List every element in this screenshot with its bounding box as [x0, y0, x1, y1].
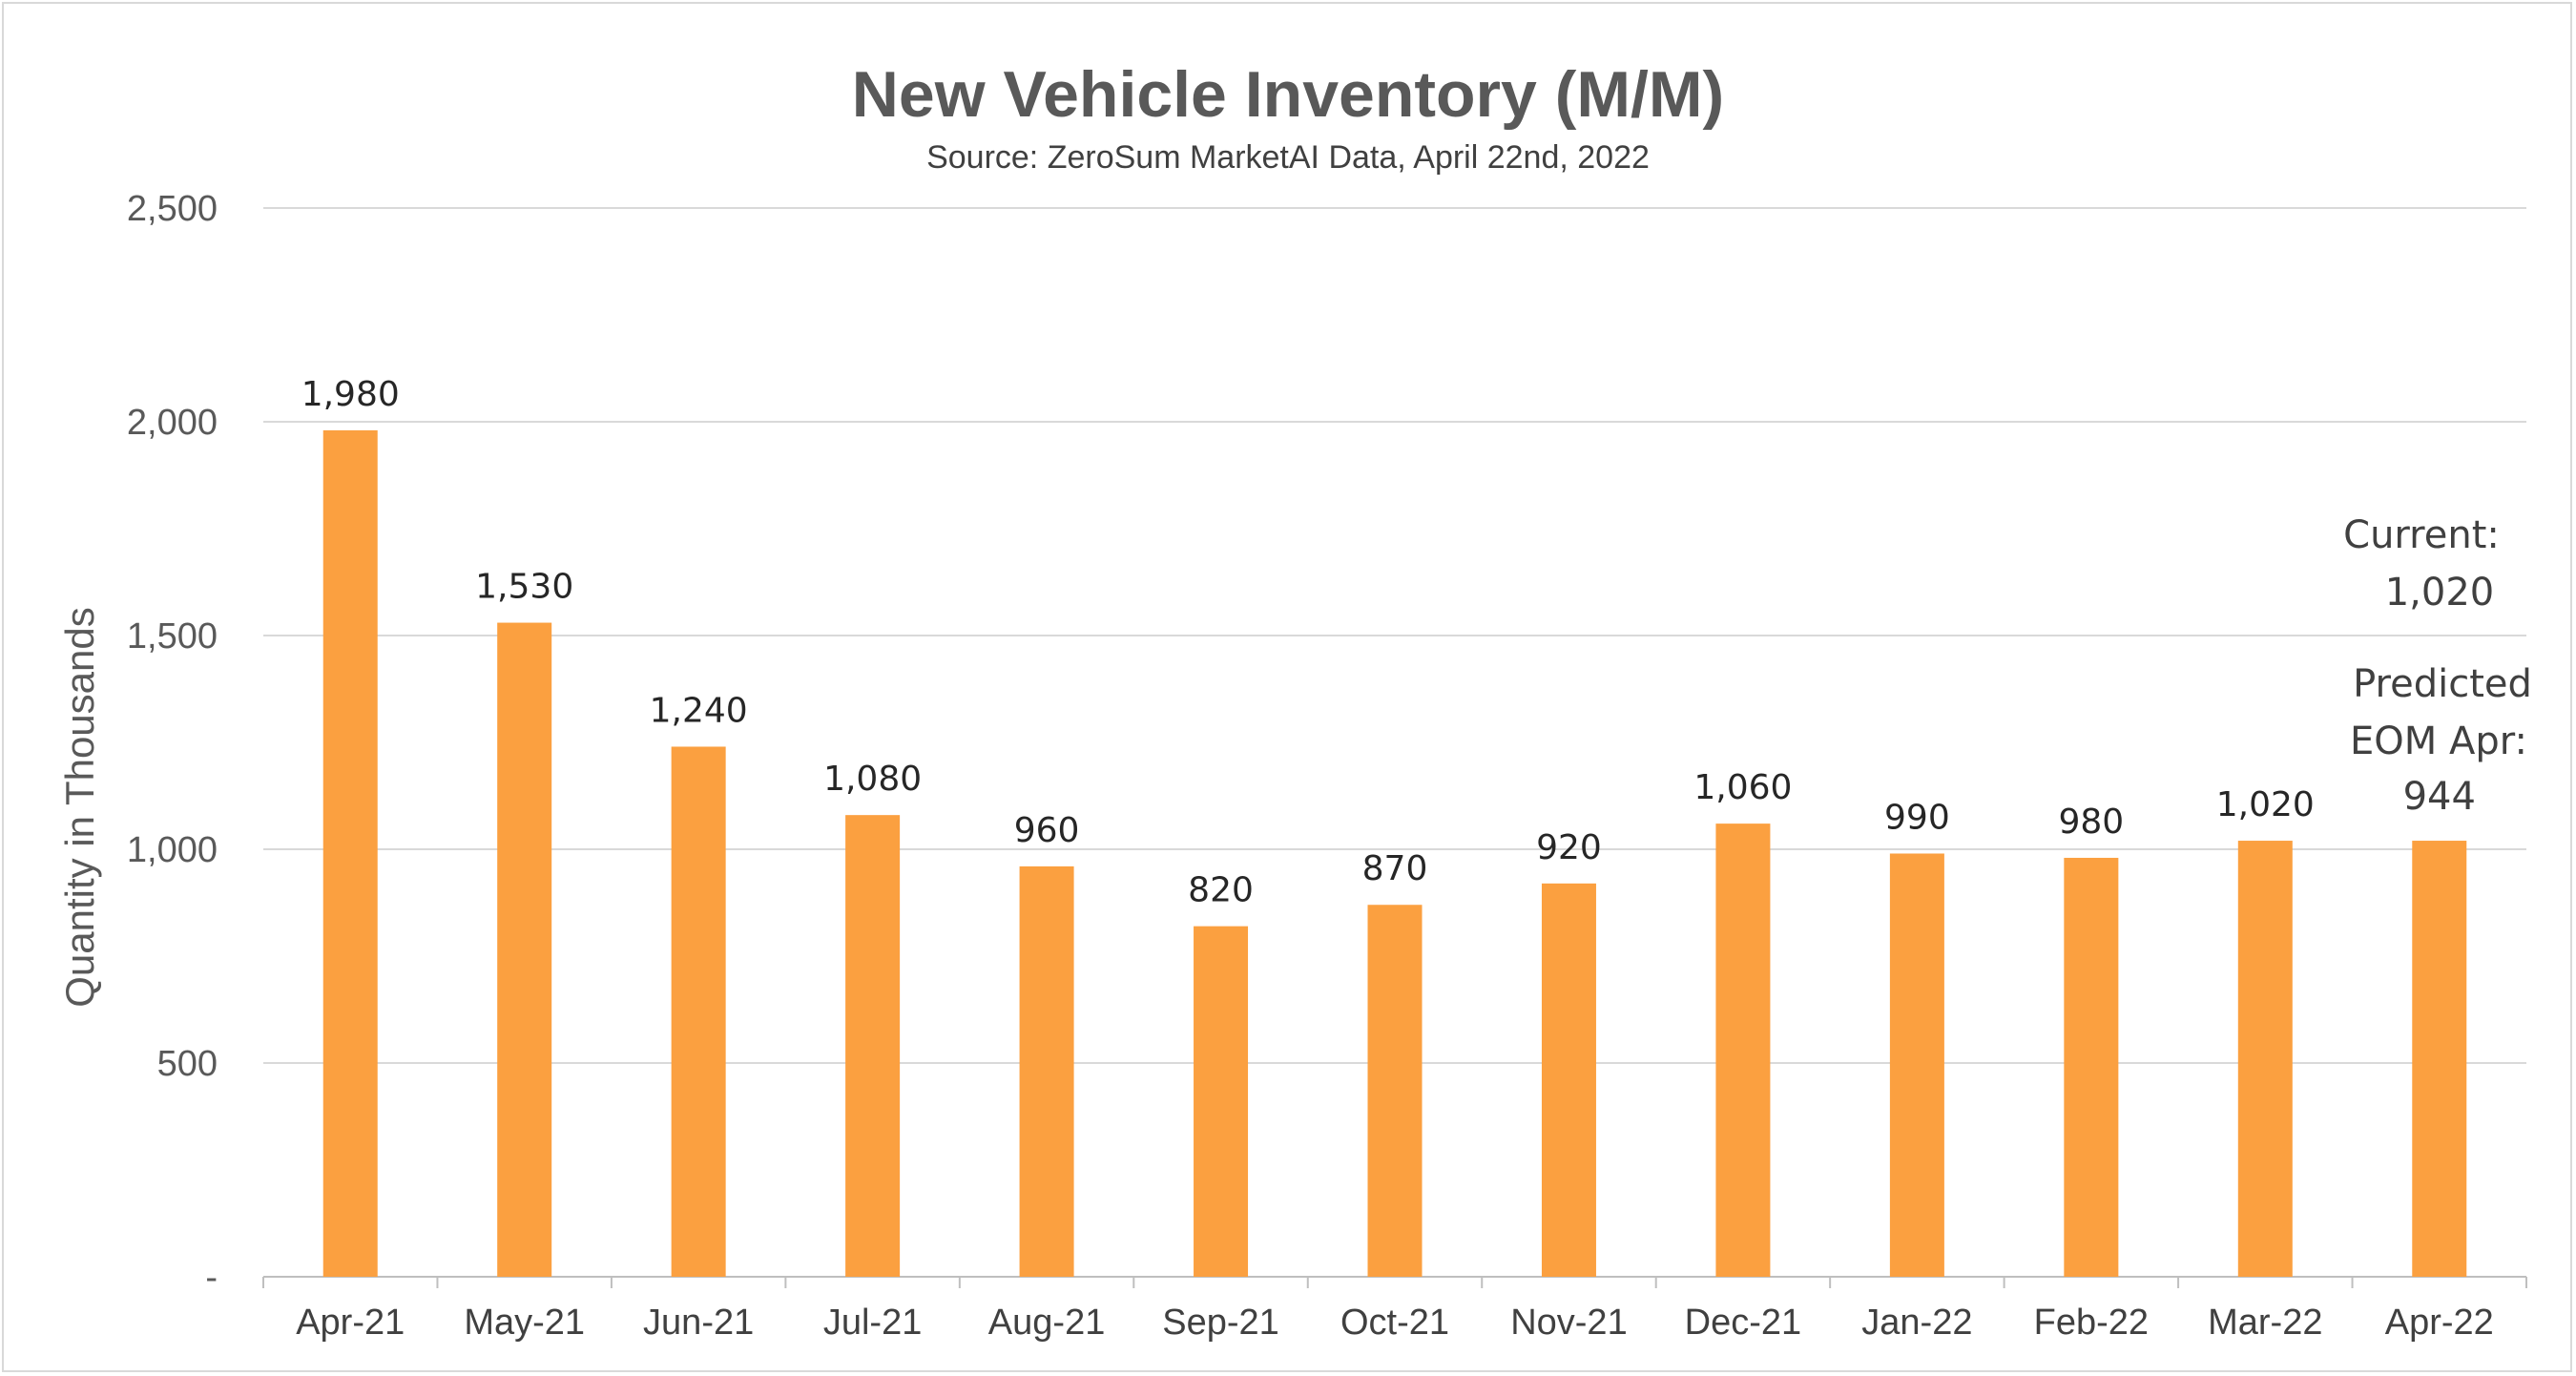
annotation-line: 1,020	[2385, 571, 2495, 615]
x-tick-label: Apr-21	[296, 1303, 405, 1343]
x-tick-label: Sep-21	[1162, 1303, 1279, 1343]
bar-Oct-21	[1367, 905, 1423, 1277]
annotation-line: 944	[2403, 775, 2476, 819]
x-axis-ticks: Apr-21 May-21 Jun-21 Jul-21 Aug-21 Sep-21 Oct-…	[262, 1277, 2527, 1343]
bar-Apr-21	[322, 429, 378, 1278]
x-tick-label: Jan-22	[1861, 1303, 1972, 1343]
y-tick-label: 2,000	[127, 403, 218, 443]
data-labels: 1,980 1,530 1,240 1,080 960 820 870 920 1,060 990…	[301, 375, 2315, 910]
y-tick-label: 500	[157, 1044, 218, 1084]
data-label: 960	[1014, 811, 1080, 850]
bar-Mar-22	[2237, 841, 2293, 1277]
bar-Jul-21	[845, 815, 901, 1277]
bar-Dec-21	[1715, 824, 1771, 1277]
data-label: 1,060	[1693, 768, 1792, 807]
bar-Apr-22	[2412, 841, 2467, 1277]
x-tick-label: Jun-21	[643, 1303, 754, 1343]
x-tick-label: Mar-22	[2208, 1303, 2322, 1343]
y-tick-label: 1,000	[127, 830, 218, 870]
bar-Jan-22	[1889, 853, 1944, 1277]
data-label: 870	[1362, 849, 1428, 888]
x-tick-label: Jul-21	[823, 1303, 923, 1343]
chart-subtitle: Source: ZeroSum MarketAI Data, April 22n…	[926, 139, 1650, 176]
bars	[322, 429, 2467, 1278]
x-tick-label: Aug-21	[988, 1303, 1106, 1343]
data-label: 1,530	[475, 568, 573, 607]
annotation-line: EOM Apr:	[2350, 719, 2527, 763]
y-axis-ticks: - 500 1,000 1,500 2,000 2,500	[127, 189, 218, 1298]
data-label: 820	[1188, 871, 1254, 910]
bar-Nov-21	[1541, 883, 1596, 1277]
current-annotation: Current: 1,020 Predicted EOM Apr: 944	[2343, 513, 2532, 819]
bar-Sep-21	[1194, 926, 1249, 1277]
data-label: 1,240	[650, 691, 748, 730]
bar-Feb-22	[2064, 857, 2119, 1277]
x-tick-label: Feb-22	[2034, 1303, 2149, 1343]
bar-May-21	[497, 622, 552, 1277]
y-tick-label: 1,500	[127, 616, 218, 657]
data-label: 1,020	[2216, 785, 2315, 824]
y-tick-label: 2,500	[127, 189, 218, 229]
x-tick-label: May-21	[464, 1303, 585, 1343]
data-label: 1,080	[823, 760, 922, 799]
y-axis-label: Quantity in Thousands	[57, 607, 102, 1008]
x-tick-label: Oct-21	[1340, 1303, 1449, 1343]
y-tick-label: -	[205, 1258, 218, 1298]
data-label: 920	[1536, 828, 1602, 867]
bar-Aug-21	[1019, 865, 1074, 1277]
x-tick-label: Nov-21	[1510, 1303, 1628, 1343]
data-label: 990	[1884, 798, 1950, 837]
x-tick-label: Dec-21	[1685, 1303, 1802, 1343]
bar-Jun-21	[671, 746, 726, 1277]
data-label: 1,980	[301, 375, 400, 414]
chart-title: New Vehicle Inventory (M/M)	[852, 58, 1724, 131]
x-tick-label: Apr-22	[2385, 1303, 2494, 1343]
annotation-line: Predicted	[2353, 662, 2532, 706]
data-label: 980	[2058, 803, 2124, 842]
annotation-line: Current:	[2343, 513, 2500, 557]
